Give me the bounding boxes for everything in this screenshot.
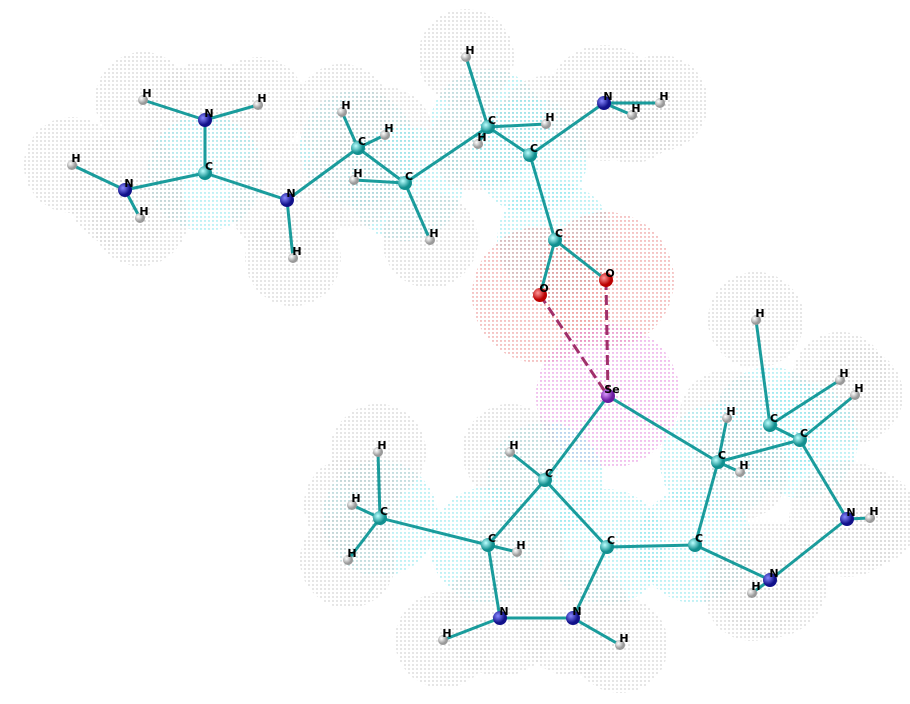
- atom-label: C: [488, 532, 496, 545]
- molecule-view: HNHCHNHNHCHHCHHCHHHCNHHCOOSeCHCHHHHCCHCC…: [0, 0, 910, 704]
- atom-label: C: [800, 427, 808, 440]
- atom-label: N: [499, 605, 508, 618]
- atom-label: N: [124, 177, 133, 190]
- atom-label: H: [139, 205, 148, 218]
- atom-label: H: [869, 505, 878, 518]
- atom-label: H: [353, 167, 362, 180]
- atom-label: H: [442, 627, 451, 640]
- atom-label: H: [292, 245, 301, 258]
- atom-label: C: [530, 142, 538, 155]
- atom-label: H: [477, 131, 486, 144]
- atom-label: H: [509, 439, 518, 452]
- atom-label: H: [839, 367, 848, 380]
- atom-label: H: [377, 439, 386, 452]
- atom-label: H: [465, 44, 474, 57]
- atom-label: Se: [604, 383, 619, 396]
- atom-label: C: [770, 412, 778, 425]
- atom-label: H: [739, 459, 748, 472]
- atom-label: C: [488, 114, 496, 127]
- atom-label: H: [854, 382, 863, 395]
- atom-label: H: [659, 90, 668, 103]
- atom-label: C: [545, 467, 553, 480]
- atom-label: C: [380, 505, 388, 518]
- atom-label: N: [603, 90, 612, 103]
- atom-label: N: [572, 605, 581, 618]
- atom-label: H: [347, 547, 356, 560]
- atom-label: H: [755, 307, 764, 320]
- atom-label: H: [71, 152, 80, 165]
- atom-label: H: [257, 92, 266, 105]
- atom-label: C: [607, 534, 615, 547]
- atom-label: H: [516, 539, 525, 552]
- atom-label: H: [545, 111, 554, 124]
- atom-label: N: [846, 506, 855, 519]
- atom-label: H: [351, 492, 360, 505]
- atom-label: O: [605, 267, 614, 280]
- atom-label: O: [539, 282, 548, 295]
- atom-label: H: [142, 87, 151, 100]
- atom-label: N: [286, 187, 295, 200]
- surface-clouds: [24, 9, 910, 693]
- atom-label: N: [204, 107, 213, 120]
- atom-label: H: [619, 632, 628, 645]
- atom-label: H: [631, 102, 640, 115]
- atom-label: H: [726, 405, 735, 418]
- atom-label: C: [405, 170, 413, 183]
- atom-label: H: [751, 580, 760, 593]
- atom-label: H: [384, 122, 393, 135]
- atom-label: C: [718, 449, 726, 462]
- atom-label: H: [341, 99, 350, 112]
- atom-label: C: [358, 135, 366, 148]
- atom-label: N: [769, 567, 778, 580]
- bond: [607, 545, 695, 547]
- atom-label: C: [555, 227, 563, 240]
- atom-label: C: [205, 160, 213, 173]
- atom-label: H: [429, 227, 438, 240]
- atom-label: C: [695, 532, 703, 545]
